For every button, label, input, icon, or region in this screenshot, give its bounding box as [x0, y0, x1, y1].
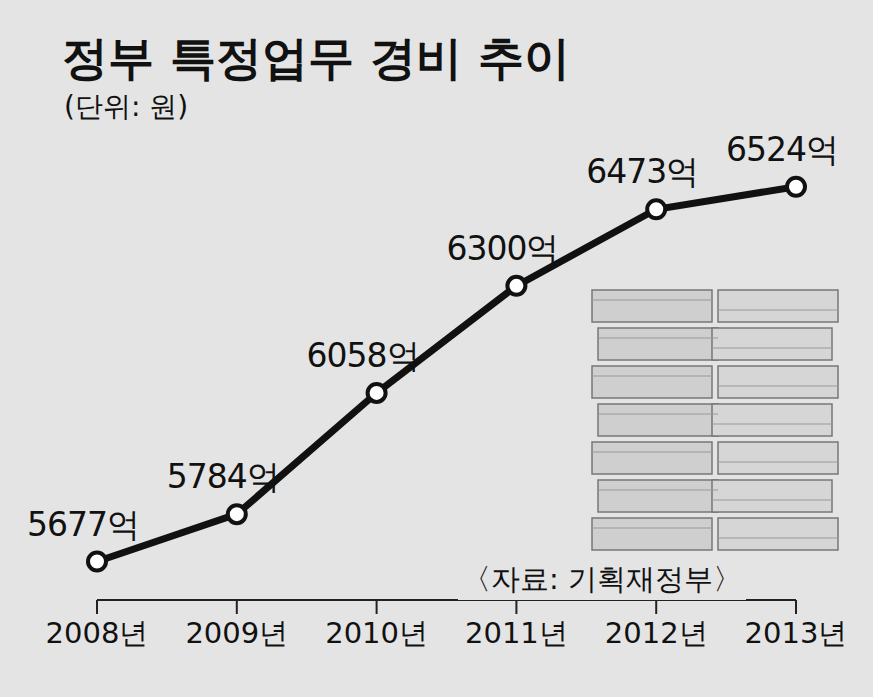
svg-text:6300억: 6300억	[446, 229, 558, 268]
svg-text:2013년: 2013년	[745, 616, 848, 650]
svg-text:5784억: 5784억	[167, 457, 279, 496]
svg-text:5677억: 5677억	[27, 505, 139, 544]
svg-text:2009년: 2009년	[185, 616, 288, 650]
svg-text:6473억: 6473억	[586, 152, 698, 191]
svg-text:2010년: 2010년	[325, 616, 428, 650]
svg-text:2008년: 2008년	[46, 616, 149, 650]
html-text:(단위: 원): (단위: 원)	[64, 90, 189, 123]
svg-text:2011년: 2011년	[465, 616, 568, 650]
html-text:〈자료: 기획재정부〉: 〈자료: 기획재정부〉	[462, 562, 742, 596]
svg-text:6058억: 6058억	[307, 336, 419, 375]
html-text:정부 특정업무 경비 추이: 정부 특정업무 경비 추이	[62, 31, 570, 85]
svg-text:6524억: 6524억	[726, 130, 838, 169]
svg-text:2012년: 2012년	[605, 616, 708, 650]
